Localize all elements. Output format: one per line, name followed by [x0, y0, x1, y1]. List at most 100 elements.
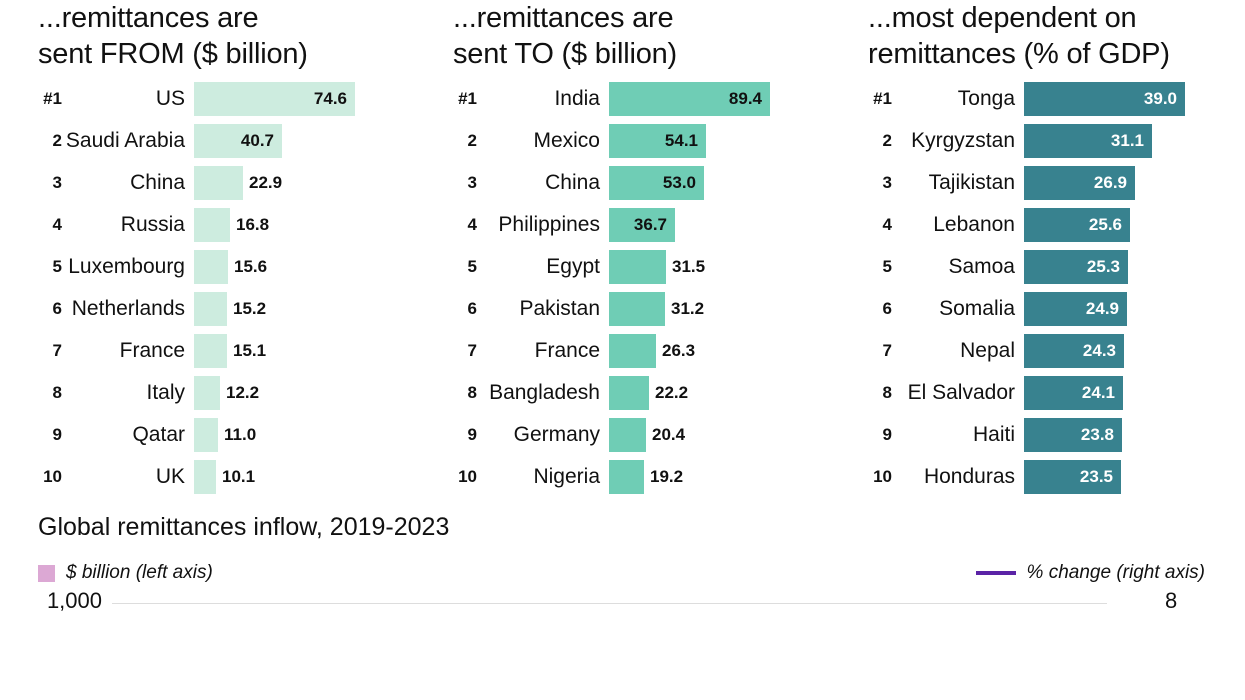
- percent-change-line: [0, 595, 1245, 700]
- legend-line: % change (right axis): [975, 562, 1205, 584]
- value-label: 54.1: [664, 131, 698, 150]
- value-label: 53.0: [662, 173, 696, 192]
- country-label: Honduras: [923, 465, 1015, 488]
- rank-label: 9: [52, 425, 62, 444]
- gridline: [112, 603, 1107, 604]
- table-row: 2 Mexico 54.1: [415, 120, 830, 162]
- rank-label: 3: [52, 173, 62, 192]
- value-bar: [194, 334, 227, 368]
- rank-label: #1: [43, 89, 62, 108]
- value-label: 15.1: [233, 341, 267, 360]
- value-bar: [609, 460, 644, 494]
- value-label: 25.3: [1086, 257, 1120, 276]
- bar-track: 11.0: [194, 418, 415, 452]
- value-bar: [194, 376, 220, 410]
- table-row: 8 Italy 12.2: [0, 372, 415, 414]
- rank-label: #1: [873, 89, 892, 108]
- value-label: 74.6: [313, 89, 347, 108]
- value-label: 31.1: [1110, 131, 1144, 150]
- country-label: Tonga: [957, 87, 1015, 110]
- bar-track: 24.9: [1024, 292, 1245, 326]
- table-row: 10 UK 10.1: [0, 456, 415, 498]
- country-label: China: [130, 171, 185, 194]
- country-label: China: [545, 171, 600, 194]
- bar-track: 89.4: [609, 82, 830, 116]
- legend-bar-swatch-icon: [38, 564, 55, 582]
- value-label: 15.2: [233, 299, 267, 318]
- value-label: 20.4: [652, 425, 686, 444]
- rank-label: 6: [52, 299, 62, 318]
- rank-label: 7: [467, 341, 477, 360]
- bar-track: 36.7: [609, 208, 830, 242]
- bar-track: 15.2: [194, 292, 415, 326]
- chart-plot-area: 1,000750864: [0, 588, 1245, 700]
- bar-track: 15.6: [194, 250, 415, 284]
- table-row: 2 Saudi Arabia 40.7: [0, 120, 415, 162]
- table-row: 7 France 26.3: [415, 330, 830, 372]
- column-remittances-from: ...remittances are sent FROM ($ billion)…: [0, 0, 415, 498]
- rank-label: 7: [52, 341, 62, 360]
- value-bar: 36.7: [609, 208, 675, 242]
- value-bar: [194, 208, 230, 242]
- country-label: India: [554, 87, 600, 110]
- country-label: Luxembourg: [68, 255, 185, 278]
- y-axis-right-tick: 8: [1165, 588, 1178, 613]
- country-label: Pakistan: [519, 297, 600, 320]
- ranking-list-from: #1 US 74.6 2 Saudi Arabia 40.7 3 China 22.9 4 Russ…: [0, 78, 415, 498]
- value-bar: 74.6: [194, 82, 355, 116]
- value-bar: [194, 250, 228, 284]
- country-label: Mexico: [533, 129, 600, 152]
- ranking-columns: ...remittances are sent FROM ($ billion)…: [0, 0, 1245, 498]
- column-most-dependent: ...most dependent on remittances (% of G…: [830, 0, 1245, 498]
- bar-track: 24.3: [1024, 334, 1245, 368]
- table-row: 10 Nigeria 19.2: [415, 456, 830, 498]
- table-row: 6 Somalia 24.9: [830, 288, 1245, 330]
- rank-label: 10: [873, 467, 892, 486]
- bar-track: 19.2: [609, 460, 830, 494]
- country-label: Haiti: [972, 423, 1015, 446]
- table-row: 7 Nepal 24.3: [830, 330, 1245, 372]
- value-label: 22.2: [655, 383, 689, 402]
- table-row: 9 Qatar 11.0: [0, 414, 415, 456]
- table-row: 5 Egypt 31.5: [415, 246, 830, 288]
- rank-label: 9: [467, 425, 477, 444]
- bar-track: 22.2: [609, 376, 830, 410]
- value-bar: 53.0: [609, 166, 704, 200]
- country-label: Germany: [513, 423, 600, 446]
- country-label: UK: [155, 465, 185, 488]
- country-label: Egypt: [546, 255, 600, 278]
- column-title-gdp-line1: ...most dependent on: [868, 2, 1137, 34]
- rank-label: 4: [882, 215, 892, 234]
- bar-track: 22.9: [194, 166, 415, 200]
- rank-label: 4: [52, 215, 62, 234]
- ranking-list-gdp: #1 Tonga 39.0 2 Kyrgyzstan 31.1 3 Tajikistan 26.…: [830, 78, 1245, 498]
- bar-track: 25.3: [1024, 250, 1245, 284]
- bar-track: 23.8: [1024, 418, 1245, 452]
- value-label: 19.2: [650, 467, 684, 486]
- value-bar: [609, 292, 665, 326]
- value-label: 26.9: [1093, 173, 1127, 192]
- bar-track: 31.1: [1024, 124, 1245, 158]
- column-title-to-line1: ...remittances are: [453, 2, 674, 34]
- value-label: 11.0: [224, 425, 257, 444]
- bar-track: 12.2: [194, 376, 415, 410]
- table-row: 4 Lebanon 25.6: [830, 204, 1245, 246]
- ranking-list-to: #1 India 89.4 2 Mexico 54.1 3 China 53.0 4 Philipp…: [415, 78, 830, 498]
- value-bar: 89.4: [609, 82, 770, 116]
- table-row: 6 Pakistan 31.2: [415, 288, 830, 330]
- value-label: 24.3: [1082, 341, 1116, 360]
- rank-label: #1: [458, 89, 477, 108]
- value-bar: [194, 418, 218, 452]
- bar-track: 40.7: [194, 124, 415, 158]
- value-label: 31.5: [672, 257, 706, 276]
- table-row: 4 Russia 16.8: [0, 204, 415, 246]
- bar-track: 53.0: [609, 166, 830, 200]
- table-row: 8 El Salvador 24.1: [830, 372, 1245, 414]
- value-bar: [194, 460, 216, 494]
- rank-label: 7: [882, 341, 892, 360]
- legend-bar-label: $ billion (left axis): [66, 562, 213, 583]
- column-title-from-line1: ...remittances are: [38, 2, 259, 34]
- value-bar: 40.7: [194, 124, 282, 158]
- value-label: 15.6: [234, 257, 268, 276]
